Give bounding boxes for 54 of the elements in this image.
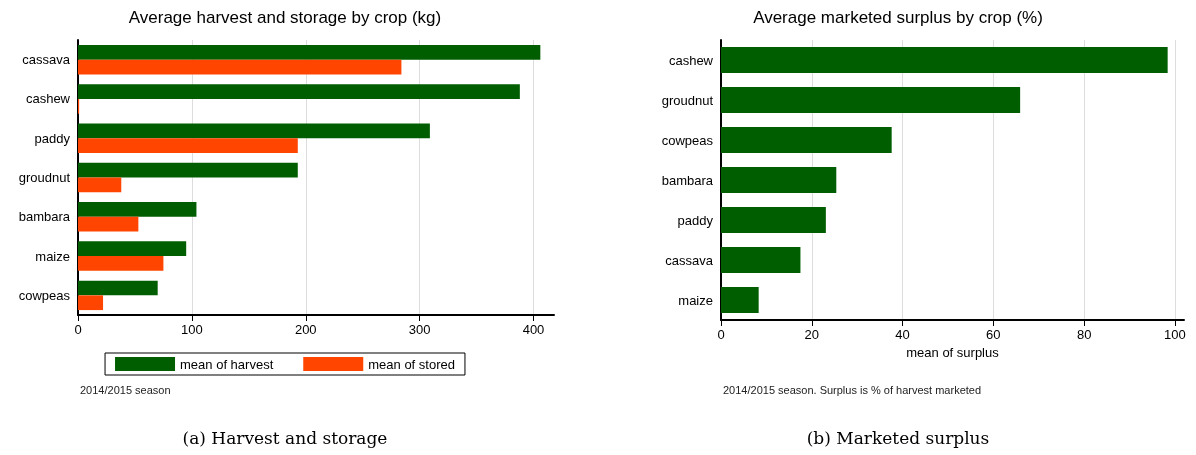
text: (b) Marketed surplus — [805, 428, 991, 448]
bar — [78, 241, 187, 257]
x-tick-label: 60 — [986, 327, 1001, 342]
bar — [721, 47, 1168, 73]
chart-title: Average harvest and storage by crop (kg) — [128, 8, 442, 27]
y-tick-label: bambara — [661, 172, 714, 188]
chart-title: Average marketed surplus by crop (%) — [753, 8, 1043, 27]
bar — [78, 138, 298, 153]
legend-label: mean of stored — [368, 356, 455, 372]
y-tick-label: cassava — [665, 252, 714, 268]
bar — [78, 295, 104, 311]
bar — [78, 280, 158, 296]
bar — [721, 167, 837, 193]
x-axis-title: mean of surplus — [906, 344, 1000, 360]
x-tick-label: 200 — [294, 322, 317, 337]
y-tick-label: paddy — [677, 212, 714, 228]
y-tick-label: cassava — [22, 52, 71, 68]
bar — [78, 123, 430, 139]
bar — [78, 177, 122, 193]
y-tick-label: cowpeas — [18, 287, 71, 303]
bar — [721, 247, 801, 273]
bar — [78, 162, 298, 178]
y-tick-label: cowpeas — [661, 132, 714, 148]
text: 2014/2015 season. Surplus is % of harvest marketed — [723, 384, 982, 396]
text: 2014/2015 season — [80, 384, 171, 396]
y-tick-label: groudnut — [661, 92, 714, 108]
bar — [78, 44, 541, 60]
x-tick-label: 100 — [181, 322, 203, 337]
x-tick-label: 40 — [895, 327, 910, 342]
bar — [78, 59, 402, 75]
x-tick-label: 0 — [74, 322, 82, 337]
y-tick-label: cashew — [25, 91, 71, 107]
y-tick-label: paddy — [34, 130, 71, 146]
y-tick-label: maize — [35, 248, 70, 264]
text: (a) Harvest and storage — [181, 428, 389, 448]
bar — [78, 202, 197, 217]
bar — [721, 287, 759, 313]
y-tick-label: bambara — [18, 209, 71, 225]
x-tick-label: 100 — [1164, 327, 1186, 342]
bar — [78, 84, 520, 99]
bar — [721, 207, 826, 233]
bar — [78, 256, 164, 271]
x-tick-label: 20 — [804, 327, 820, 342]
bar — [78, 216, 139, 232]
x-tick-label: 0 — [717, 327, 725, 342]
bar — [721, 127, 892, 153]
y-tick-label: groudnut — [18, 170, 71, 185]
bar — [721, 87, 1021, 113]
x-tick-label: 400 — [522, 322, 545, 337]
x-tick-label: 80 — [1076, 327, 1092, 342]
legend-label: mean of harvest — [180, 356, 274, 372]
y-tick-label: cashew — [668, 52, 714, 68]
y-tick-label: maize — [678, 292, 713, 308]
x-tick-label: 300 — [408, 322, 431, 337]
